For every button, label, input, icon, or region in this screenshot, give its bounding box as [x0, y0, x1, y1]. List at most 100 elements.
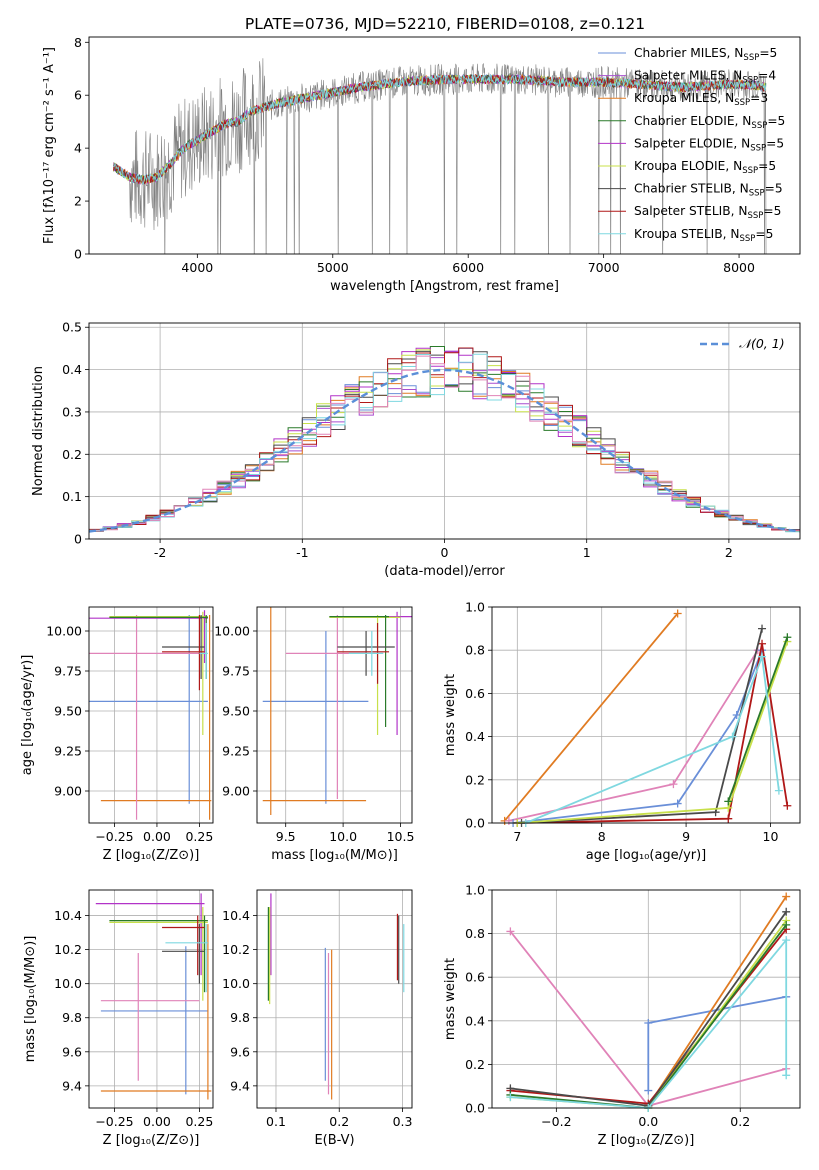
gaussian-legend-label: 𝒩(0, 1) [739, 336, 785, 351]
spectrum-ytick-label: 8 [74, 35, 82, 50]
legend-subscript: SSP [750, 143, 766, 153]
mass-weight-marker [504, 816, 513, 825]
residuals-axes: -2 -1 0 1 2 0 0.1 0.2 0.3 0.4 0.5 (data-model)/erro… [31, 320, 801, 579]
mass-vs-Z-ytick-label: 9.8 [62, 1010, 82, 1025]
legend-text: Chabrier STELIB, N [634, 182, 749, 196]
legend-value: =5 [755, 227, 773, 241]
spectrum-xtick-label: 5000 [317, 260, 349, 275]
mass-vs-Z-ytick-label: 10.4 [54, 908, 82, 923]
mass-weight-marker [673, 799, 682, 808]
weight-vs-Z-ytick-label: 0.6 [465, 970, 485, 985]
weight-vs-Z-ylabel: mass weight [443, 958, 458, 1040]
legend-text: Salpeter ELODIE, N [634, 136, 750, 150]
spectrum-xtick-label: 8000 [723, 260, 755, 275]
legend-text: Chabrier ELODIE, N [634, 114, 751, 128]
residuals-ytick-label: 0.5 [62, 320, 82, 335]
residuals-ylabel: Normed distribution [31, 366, 46, 496]
weight-vs-age-frame [491, 606, 801, 824]
residuals-xtick-label: 2 [725, 545, 733, 560]
weight-vs-age-axes: 7 8 9 10 0.0 0.2 0.4 0.6 0.8 1.0 age [log₁₀(age/yr… [443, 600, 801, 863]
mass-weight-line [510, 937, 788, 1109]
weight-vs-age-xtick-label: 8 [598, 829, 606, 844]
weight-vs-age-xtick-label: 9 [682, 829, 690, 844]
spectrum-ytick-label: 2 [74, 194, 82, 209]
mass-vs-ebv-ytick-label: 10.0 [222, 976, 250, 991]
legend-entry: Salpeter MILES, NSSP=4 [634, 69, 776, 86]
legend-value: =4 [758, 69, 776, 83]
spectrum-xtick-label: 6000 [452, 260, 484, 275]
weight-vs-Z-axes: −0.2 0.0 0.2 0.0 0.2 0.4 0.6 0.8 1.0 Z [log₁₀(Z/Z… [443, 883, 801, 1148]
spectrum-ytick-label: 4 [74, 141, 82, 156]
weight-vs-Z-ytick-label: 0.0 [465, 1101, 485, 1116]
mass-vs-ebv-frame [256, 889, 413, 1109]
legend-text: Kroupa STELIB, N [634, 227, 740, 241]
legend-subscript: SSP [751, 121, 767, 131]
mass-vs-ebv-xtick-label: 0.2 [329, 1114, 349, 1129]
mass-weight-marker [758, 624, 767, 633]
mass-vs-Z-xtick-label: 0.00 [143, 1114, 171, 1129]
weight-vs-Z-xtick-label: −0.2 [541, 1114, 571, 1129]
mass-weight-marker [783, 801, 792, 810]
age-vs-Z-ylabel: age [log₁₀(age/yr)] [20, 655, 35, 776]
gaussian-curve [88, 368, 801, 533]
spectrum-xtick-label: 4000 [181, 260, 213, 275]
age-vs-mass-xtick-label: 10.5 [387, 829, 415, 844]
legend-text: Salpeter STELIB, N [634, 204, 747, 218]
age-vs-mass-frame [256, 606, 413, 824]
mass-weight-marker [782, 936, 791, 945]
weight-vs-Z-xlabel: Z [log₁₀(Z/Z⊙)] [598, 1133, 695, 1148]
mass-vs-ebv-ytick-label: 10.4 [222, 908, 250, 923]
mass-vs-ebv-ytick-label: 9.4 [230, 1078, 250, 1093]
spectrum-model-line [113, 74, 767, 184]
mass-vs-Z-ytick-label: 10.2 [54, 942, 82, 957]
legend-entry: Salpeter ELODIE, NSSP=5 [634, 136, 784, 153]
spectrum-plot-area [113, 58, 767, 254]
weight-vs-age-ylabel: mass weight [443, 674, 458, 756]
mass-vs-ebv-ytick-label: 9.8 [230, 1010, 250, 1025]
spectrum-axes: 4000 5000 6000 7000 8000 0 2 4 6 8 wavelength [Ang… [42, 35, 801, 294]
mass-vs-ebv-xtick-label: 0.1 [266, 1114, 286, 1129]
legend-entry: Chabrier STELIB, NSSP=5 [634, 182, 783, 199]
legend-value: =5 [766, 136, 784, 150]
mass-weight-marker [669, 780, 678, 789]
mass-vs-Z-ylabel: mass [log₁₀(M/M⊙)] [23, 936, 38, 1063]
legend-entry: Kroupa ELODIE, NSSP=5 [634, 159, 776, 176]
age-vs-mass-ytick-label: 9.00 [222, 784, 250, 799]
weight-vs-Z-frame [491, 889, 801, 1109]
legend-subscript: SSP [743, 53, 759, 63]
mass-vs-Z-ytick-label: 9.4 [62, 1078, 82, 1093]
age-vs-Z-ytick-label: 10.00 [46, 624, 82, 639]
mass-vs-Z-xtick-label: −0.25 [95, 1114, 133, 1129]
age-vs-mass-xlabel: mass [log₁₀(M/M⊙)] [271, 848, 398, 863]
weight-vs-Z-xtick-label: 0.0 [638, 1114, 658, 1129]
age-vs-Z-frame [88, 606, 214, 824]
legend-entry: Salpeter STELIB, NSSP=5 [634, 204, 781, 221]
age-vs-Z-ytick-label: 9.75 [54, 664, 82, 679]
mass-vs-ebv-ytick-label: 9.6 [230, 1044, 250, 1059]
age-vs-mass-xtick-label: 9.5 [276, 829, 296, 844]
residuals-xtick-label: -1 [296, 545, 308, 560]
mass-vs-Z-xlabel: Z [log₁₀(Z/Z⊙)] [103, 1133, 200, 1148]
legend-entry: Kroupa STELIB, NSSP=5 [634, 227, 773, 244]
spectrum-ylabel: Flux [fλ10⁻¹⁷ erg cm⁻² s⁻¹ A⁻¹] [42, 47, 57, 244]
mass-weight-line [647, 896, 787, 1107]
mass-weight-marker [724, 797, 733, 806]
mass-vs-ebv-xtick-label: 0.3 [393, 1114, 413, 1129]
legend-entry: Kroupa MILES, NSSP=3 [634, 91, 768, 108]
mass-weight-marker [724, 814, 733, 823]
residuals-ytick-label: 0.4 [62, 362, 82, 377]
weight-vs-age-ytick-label: 0.8 [465, 643, 485, 658]
residuals-xlabel: (data-model)/error [384, 564, 505, 579]
legend-text: Kroupa ELODIE, N [634, 159, 742, 173]
age-vs-mass-ytick-label: 10.00 [214, 624, 250, 639]
legend-subscript: SSP [734, 98, 750, 108]
spectrum-ytick-label: 0 [74, 247, 82, 262]
mass-weight-marker [644, 1086, 653, 1095]
legend-subscript: SSP [740, 234, 756, 244]
spectrum-frame [88, 36, 801, 255]
legend-entry: Chabrier MILES, NSSP=5 [634, 46, 777, 63]
mass-vs-Z-axes: −0.25 0.00 0.25 9.4 9.6 9.8 10.0 10.2 10.4 Z [log… [23, 889, 214, 1148]
weight-vs-age-ytick-label: 0.0 [465, 816, 485, 831]
residuals-xtick-label: 1 [583, 545, 591, 560]
mass-weight-line [504, 612, 679, 822]
